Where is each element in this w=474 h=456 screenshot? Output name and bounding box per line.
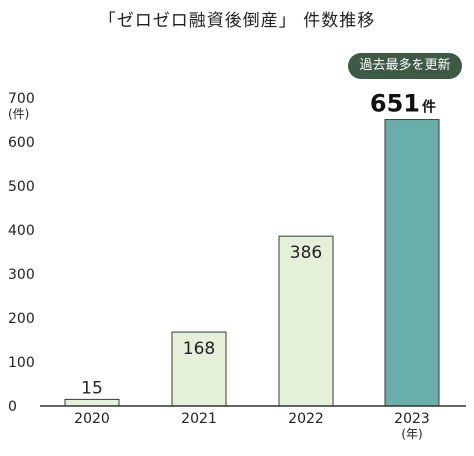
x-tick-label-2023: 2023 <box>394 411 430 427</box>
bar-2023 <box>384 119 440 407</box>
y-tick-label-5: 500 <box>8 179 35 195</box>
bar-label-2023: 651 <box>370 90 420 118</box>
x-tick-label-2020: 2020 <box>74 411 110 427</box>
bars <box>64 119 440 407</box>
bar-label-suffix: 件 <box>422 99 436 116</box>
bar-label-2020: 15 <box>81 378 103 398</box>
bar-label-2022: 386 <box>290 243 322 263</box>
y-tick-label-2: 200 <box>8 311 35 327</box>
y-tick-label-1: 100 <box>8 355 35 371</box>
y-tick-label-6: 600 <box>8 135 35 151</box>
bar-2020 <box>64 398 120 407</box>
bar-label-2021: 168 <box>183 339 215 359</box>
bar-labels: 15 168 386 651 件 <box>81 90 436 399</box>
y-tick-label-7: 700 <box>8 91 35 107</box>
x-axis-unit: (年) <box>401 427 422 441</box>
x-tick-label-2021: 2021 <box>181 411 217 427</box>
x-tick-label-2022: 2022 <box>288 411 324 427</box>
y-tick-label-4: 400 <box>8 223 35 239</box>
y-axis-unit: (件) <box>8 107 29 121</box>
bar-2021 <box>171 331 227 407</box>
chart-title: 「ゼロゼロ融資後倒産」 件数推移 <box>98 11 376 31</box>
y-tick-label-0: 0 <box>8 399 17 415</box>
y-tick-label-3: 300 <box>8 267 35 283</box>
record-high-badge: 過去最多を更新 <box>348 53 462 79</box>
x-axis-ticks: 2020 2021 2022 2023 <box>74 411 430 427</box>
y-axis-ticks: 0 100 200 300 400 500 600 700 <box>8 91 35 415</box>
bar-2022 <box>278 235 334 407</box>
